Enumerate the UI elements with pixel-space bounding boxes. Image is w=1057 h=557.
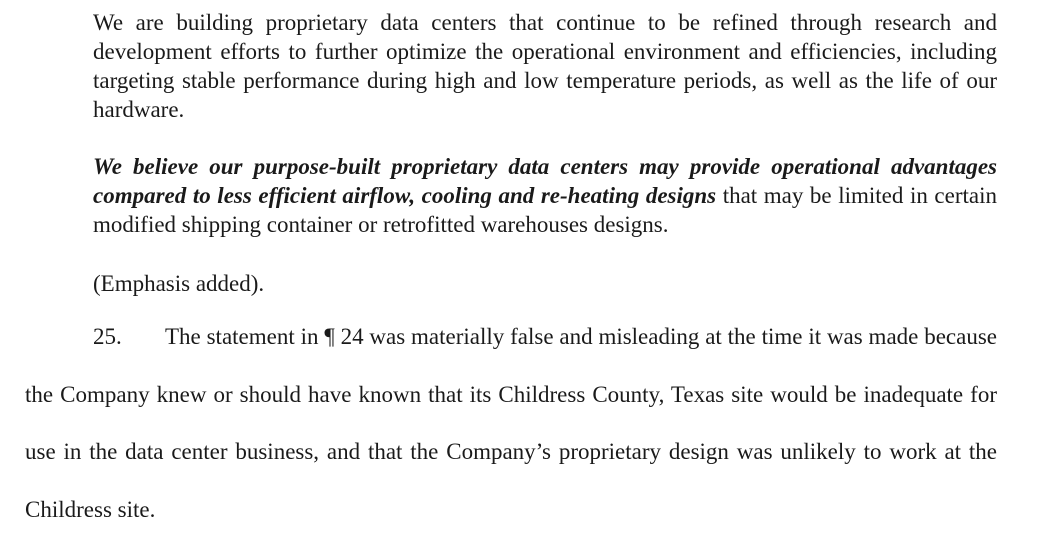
paragraph-25-number: 25. bbox=[93, 324, 122, 349]
quote-paragraph-2-regular-text: that may be limited in certain modified … bbox=[93, 183, 997, 237]
block-quote: We are building proprietary data centers… bbox=[93, 8, 997, 298]
paragraph-25-text: The statement in ¶ 24 was materially fal… bbox=[25, 324, 997, 522]
paragraph-25: 25. The statement in ¶ 24 was materially … bbox=[25, 308, 997, 538]
quote-paragraph-1: We are building proprietary data centers… bbox=[93, 10, 997, 122]
quote-paragraph-2: We believe our purpose-built proprietary… bbox=[93, 152, 997, 239]
emphasis-added-note: (Emphasis added). bbox=[93, 271, 265, 296]
quote-paragraph-2-emphasized-text: We believe our purpose-built proprietary… bbox=[93, 154, 997, 208]
